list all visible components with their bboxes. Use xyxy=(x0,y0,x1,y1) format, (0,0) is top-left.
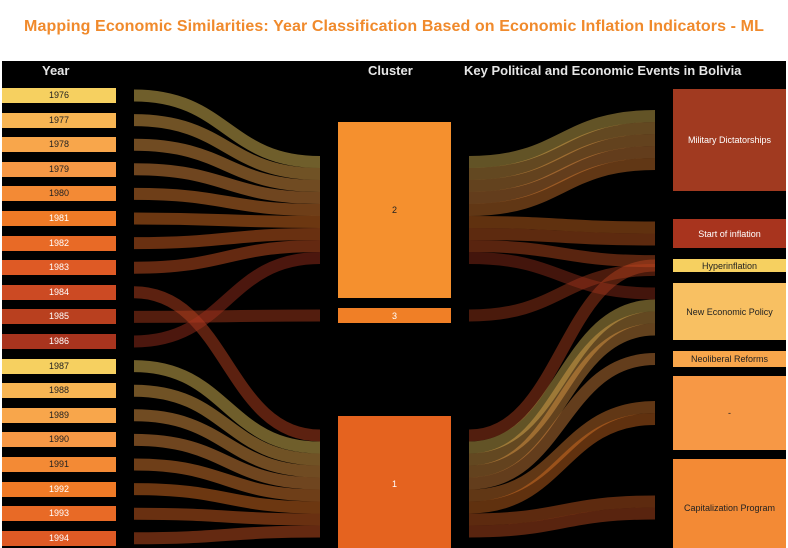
link-year-1982-to-cluster-2[interactable] xyxy=(133,228,321,250)
cluster-node-2[interactable]: 2 xyxy=(338,122,451,298)
year-node-1990[interactable]: 1990 xyxy=(2,432,116,448)
link-cluster-2-year-1983-to-event[interactable] xyxy=(468,240,656,268)
year-node-1987[interactable]: 1987 xyxy=(2,358,116,374)
link-cluster-2-year-1976-to-event[interactable] xyxy=(468,110,656,168)
link-year-1981-to-cluster-2[interactable] xyxy=(133,212,321,228)
link-cluster-1-year-1984-to-event[interactable] xyxy=(468,259,656,442)
link-year-1986-to-cluster-2[interactable] xyxy=(133,252,321,348)
year-node-1992[interactable]: 1992 xyxy=(2,481,116,497)
link-year-1993-to-cluster-1[interactable] xyxy=(133,507,321,526)
link-cluster-2-year-1979-to-event[interactable] xyxy=(468,146,656,204)
link-year-1985-to-cluster-3[interactable] xyxy=(133,309,321,323)
link-cluster-2-year-1980-to-event[interactable] xyxy=(468,158,656,216)
link-cluster-2-year-1982-to-event[interactable] xyxy=(468,228,656,246)
year-node-1988[interactable]: 1988 xyxy=(2,383,116,399)
event-node-capitalization-program[interactable]: Capitalization Program xyxy=(673,459,786,548)
cluster-node-1[interactable]: 1 xyxy=(338,416,451,548)
cluster-node-3[interactable]: 3 xyxy=(338,308,451,323)
year-node-1994[interactable]: 1994 xyxy=(2,530,116,546)
cluster-column-header: Cluster xyxy=(368,63,413,78)
event-node-dash[interactable]: - xyxy=(673,376,786,450)
link-year-1991-to-cluster-1[interactable] xyxy=(133,458,321,502)
chart-title: Mapping Economic Similarities: Year Clas… xyxy=(24,18,764,35)
event-node-new-economic-policy[interactable]: New Economic Policy xyxy=(673,283,786,340)
link-cluster-2-year-1986-to-event[interactable] xyxy=(468,252,656,300)
year-node-1984[interactable]: 1984 xyxy=(2,284,116,300)
link-cluster-2-year-1977-to-event[interactable] xyxy=(468,122,656,180)
link-year-1988-to-cluster-1[interactable] xyxy=(133,384,321,466)
year-node-1981[interactable]: 1981 xyxy=(2,211,116,226)
link-year-1989-to-cluster-1[interactable] xyxy=(133,409,321,478)
link-cluster-3-year-1985-to-event[interactable] xyxy=(468,263,656,322)
year-node-1980[interactable]: 1980 xyxy=(2,186,116,202)
year-node-1989[interactable]: 1989 xyxy=(2,407,116,423)
year-node-1985[interactable]: 1985 xyxy=(2,309,116,325)
year-node-1983[interactable]: 1983 xyxy=(2,260,116,276)
year-node-1976[interactable]: 1976 xyxy=(2,88,116,103)
flow-layer xyxy=(133,89,656,545)
sankey-panel: Year Cluster Key Political and Economic … xyxy=(2,61,786,548)
year-node-1993[interactable]: 1993 xyxy=(2,506,116,522)
link-cluster-1-year-1994-to-event[interactable] xyxy=(468,507,656,538)
link-cluster-1-year-1992-to-event[interactable] xyxy=(468,413,656,514)
link-cluster-1-year-1993-to-event[interactable] xyxy=(468,495,656,526)
link-year-1992-to-cluster-1[interactable] xyxy=(133,483,321,514)
year-node-1982[interactable]: 1982 xyxy=(2,235,116,251)
link-cluster-1-year-1987-to-event[interactable] xyxy=(468,299,656,454)
year-node-1986[interactable]: 1986 xyxy=(2,334,116,349)
year-node-1978[interactable]: 1978 xyxy=(2,137,116,153)
link-year-1978-to-cluster-2[interactable] xyxy=(133,138,321,192)
link-year-1979-to-cluster-2[interactable] xyxy=(133,163,321,204)
link-year-1994-to-cluster-1[interactable] xyxy=(133,525,321,545)
event-node-military-dictatorships[interactable]: Military Dictatorships xyxy=(673,89,786,191)
event-node-start-of-inflation[interactable]: Start of inflation xyxy=(673,219,786,248)
year-node-1979[interactable]: 1979 xyxy=(2,161,116,177)
link-year-1980-to-cluster-2[interactable] xyxy=(133,187,321,216)
link-cluster-1-year-1990-to-event[interactable] xyxy=(468,353,656,490)
link-year-1976-to-cluster-2[interactable] xyxy=(133,89,321,168)
link-year-1983-to-cluster-2[interactable] xyxy=(133,240,321,274)
event-node-hyperinflation[interactable]: Hyperinflation xyxy=(673,259,786,272)
link-cluster-1-year-1988-to-event[interactable] xyxy=(468,311,656,466)
link-cluster-2-year-1981-to-event[interactable] xyxy=(468,216,656,234)
event-node-neoliberal-reforms[interactable]: Neoliberal Reforms xyxy=(673,351,786,367)
link-year-1977-to-cluster-2[interactable] xyxy=(133,114,321,180)
year-column-header: Year xyxy=(42,63,70,78)
year-node-1991[interactable]: 1991 xyxy=(2,457,116,472)
link-cluster-1-year-1991-to-event[interactable] xyxy=(468,401,656,502)
events-column-header: Key Political and Economic Events in Bol… xyxy=(464,63,742,78)
link-year-1990-to-cluster-1[interactable] xyxy=(133,433,321,490)
year-node-1977[interactable]: 1977 xyxy=(2,112,116,128)
link-cluster-2-year-1978-to-event[interactable] xyxy=(468,134,656,192)
link-year-1984-to-cluster-1[interactable] xyxy=(133,286,321,442)
link-cluster-1-year-1989-to-event[interactable] xyxy=(468,323,656,478)
link-year-1987-to-cluster-1[interactable] xyxy=(133,360,321,454)
